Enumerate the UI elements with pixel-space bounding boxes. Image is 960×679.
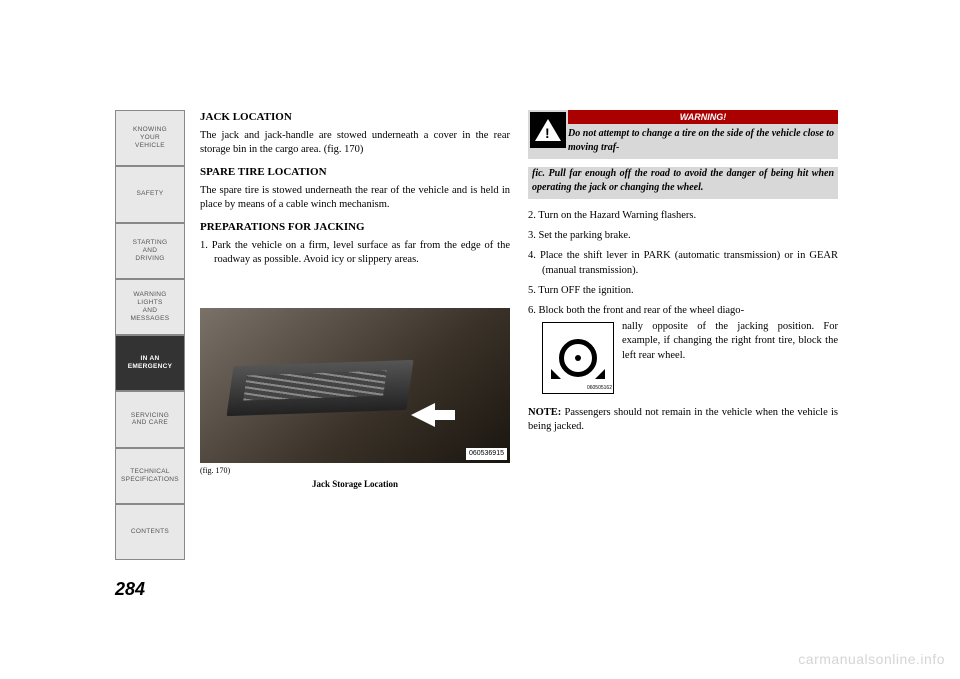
wheel-icon <box>559 339 597 377</box>
sidebar-tab-warning-lights[interactable]: WARNING LIGHTS AND MESSAGES <box>115 279 185 335</box>
chock-right-icon <box>595 369 605 379</box>
step-4: 4. Place the shift lever in PARK (automa… <box>528 249 838 277</box>
sidebar-tab-contents[interactable]: CONTENTS <box>115 504 185 560</box>
jack-tools <box>243 370 387 400</box>
heading-spare-tire: SPARE TIRE LOCATION <box>200 165 510 180</box>
section-tabs-sidebar: KNOWING YOUR VEHICLE SAFETY STARTING AND… <box>115 110 185 560</box>
sidebar-tab-technical[interactable]: TECHNICAL SPECIFICATIONS <box>115 448 185 504</box>
step-3: 3. Set the parking brake. <box>528 229 838 243</box>
sidebar-tab-servicing[interactable]: SERVICING AND CARE <box>115 391 185 447</box>
sidebar-tab-emergency[interactable]: IN AN EMERGENCY <box>115 335 185 391</box>
note-label: NOTE: <box>528 407 561 418</box>
warning-text-first: Do not attempt to change a tire on the s… <box>568 124 838 159</box>
para-jack-location: The jack and jack-handle are stowed unde… <box>200 129 510 157</box>
pointer-arrow-icon <box>411 403 435 427</box>
page-number: 284 <box>115 579 145 600</box>
sidebar-tab-knowing[interactable]: KNOWING YOUR VEHICLE <box>115 110 185 166</box>
warning-text-rest: fic. Pull far enough off the road to avo… <box>528 167 838 199</box>
step-2: 2. Turn on the Hazard Warning flashers. <box>528 209 838 223</box>
diagram-code: 060505162 <box>587 385 612 392</box>
manual-page: KNOWING YOUR VEHICLE SAFETY STARTING AND… <box>115 110 845 570</box>
step-5: 5. Turn OFF the ignition. <box>528 284 838 298</box>
warning-header: WARNING! <box>568 110 838 124</box>
heading-preparations: PREPARATIONS FOR JACKING <box>200 220 510 235</box>
para-spare-tire: The spare tire is stowed underneath the … <box>200 184 510 212</box>
watermark: carmanualsonline.info <box>798 651 945 667</box>
figure-label: (fig. 170) <box>200 466 510 477</box>
wheel-block-diagram: 060505162 <box>542 322 614 394</box>
warning-triangle-icon <box>530 112 566 148</box>
sidebar-tab-starting[interactable]: STARTING AND DRIVING <box>115 223 185 279</box>
image-code: 060536915 <box>466 448 507 459</box>
note-text: Passengers should not remain in the vehi… <box>528 407 838 432</box>
jack-storage-image: 060536915 <box>200 308 510 463</box>
note-paragraph: NOTE: Passengers should not remain in th… <box>528 406 838 434</box>
warning-content: WARNING! Do not attempt to change a tire… <box>568 110 838 159</box>
step-6-line1: 6. Block both the front and rear of the … <box>528 304 838 318</box>
sidebar-tab-safety[interactable]: SAFETY <box>115 166 185 222</box>
warning-box: WARNING! Do not attempt to change a tire… <box>528 110 838 159</box>
heading-jack-location: JACK LOCATION <box>200 110 510 125</box>
step-6-block: 6. Block both the front and rear of the … <box>528 304 838 394</box>
step-1: 1. Park the vehicle on a firm, level sur… <box>200 239 510 267</box>
figure-caption: Jack Storage Location <box>200 478 510 490</box>
chock-left-icon <box>551 369 561 379</box>
right-column: WARNING! Do not attempt to change a tire… <box>528 110 838 491</box>
page-content: JACK LOCATION The jack and jack-handle a… <box>200 110 840 491</box>
left-column: JACK LOCATION The jack and jack-handle a… <box>200 110 510 491</box>
pointer-arrow-tail <box>433 410 455 420</box>
